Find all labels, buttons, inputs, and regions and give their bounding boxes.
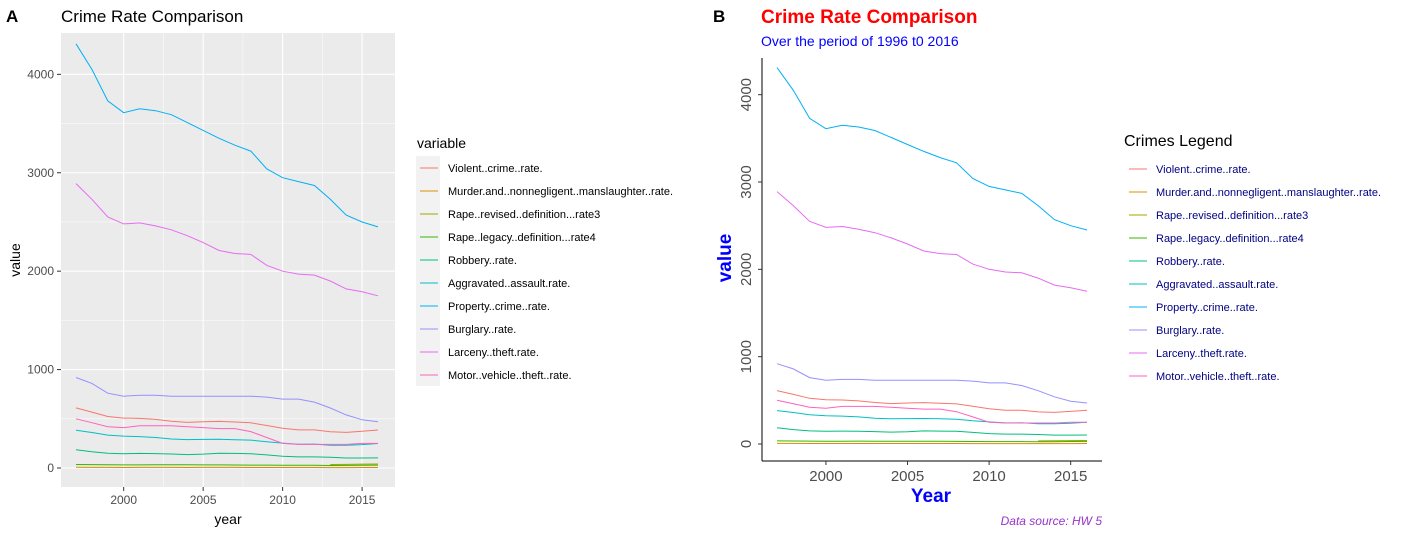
legend-label: Larceny..theft.rate. bbox=[1156, 348, 1247, 360]
legend-label: Rape..revised..definition...rate3 bbox=[1156, 210, 1308, 222]
panel-a-gridlines bbox=[61, 33, 395, 487]
legend-label: Burglary..rate. bbox=[448, 324, 516, 336]
panel-a-axes: 0 1000 2000 3000 4000 2000 2005 2010 2015 bbox=[27, 67, 375, 507]
panel-a-x-axis-label: year bbox=[214, 511, 242, 527]
legend-label: Rape..legacy..definition...rate4 bbox=[1156, 233, 1304, 245]
y-tick-label: 2000 bbox=[27, 264, 54, 278]
series-line-property-crime-rate bbox=[776, 67, 1088, 231]
panel-b-series-lines bbox=[776, 67, 1088, 445]
series-line-larceny-theft-rate bbox=[75, 183, 379, 297]
panel-b-y-axis-label: value bbox=[715, 234, 736, 283]
x-tick-label: 2000 bbox=[110, 493, 137, 507]
series-line-motor-vehicle-theft-rate bbox=[776, 399, 1087, 424]
panel-b-subtitle: Over the period of 1996 t0 2016 bbox=[761, 33, 959, 49]
legend-label: Property..crime..rate. bbox=[448, 301, 550, 313]
legend-label: Violent..crime..rate. bbox=[448, 163, 543, 175]
x-tick-label: 2015 bbox=[1054, 468, 1087, 485]
panel-b-caption: Data source: HW 5 bbox=[1001, 514, 1103, 528]
y-tick-label: 4000 bbox=[738, 78, 755, 111]
y-tick-label: 3000 bbox=[738, 165, 755, 198]
x-tick-label: 2015 bbox=[349, 493, 376, 507]
y-tick-label: 1000 bbox=[27, 363, 54, 377]
legend-label: Rape..legacy..definition...rate4 bbox=[448, 232, 596, 244]
series-line-larceny-theft-rate bbox=[776, 191, 1088, 292]
panel-b-legend-entries: Violent..crime..rate. Murder.and..nonnegl… bbox=[1129, 164, 1381, 383]
y-tick-label: 3000 bbox=[27, 166, 54, 180]
series-line-aggravated-assault-rate bbox=[75, 429, 379, 446]
legend-label: Property..crime..rate. bbox=[1156, 302, 1258, 314]
series-line-burglary-rate bbox=[75, 377, 379, 423]
x-tick-label: 2005 bbox=[190, 493, 217, 507]
panel-b-title: Crime Rate Comparison bbox=[761, 7, 977, 28]
panel-a-title: Crime Rate Comparison bbox=[61, 7, 243, 26]
panel-a: A Crime Rate Comparison 0 1000 2000 3000 400… bbox=[6, 7, 673, 527]
series-line-property-crime-rate bbox=[75, 43, 379, 228]
series-line-motor-vehicle-theft-rate bbox=[75, 418, 378, 445]
y-tick-label: 0 bbox=[738, 440, 755, 448]
x-tick-label: 2000 bbox=[809, 468, 842, 485]
series-line-violent-crime-rate bbox=[776, 390, 1088, 413]
series-line-rape-legacy-definition-rate4 bbox=[776, 440, 1088, 443]
series-line-burglary-rate bbox=[776, 363, 1088, 404]
legend-label: Murder.and..nonnegligent..manslaughter..… bbox=[448, 186, 673, 198]
series-line-rape-revised-definition-rate3 bbox=[330, 463, 379, 465]
legend-label: Robbery..rate. bbox=[448, 255, 517, 267]
panel-b: B Crime Rate Comparison Over the period … bbox=[713, 7, 1381, 528]
legend-label: Larceny..theft.rate. bbox=[448, 347, 539, 359]
y-tick-label: 0 bbox=[47, 461, 54, 475]
legend-label: Violent..crime..rate. bbox=[1156, 164, 1251, 176]
legend-label: Murder.and..nonnegligent..manslaughter..… bbox=[1156, 187, 1381, 199]
x-tick-label: 2005 bbox=[891, 468, 924, 485]
legend-label: Robbery..rate. bbox=[1156, 256, 1225, 268]
series-line-violent-crime-rate bbox=[75, 407, 379, 433]
legend-label: Aggravated..assault.rate. bbox=[448, 278, 570, 290]
x-tick-label: 2010 bbox=[269, 493, 296, 507]
y-tick-label: 4000 bbox=[27, 67, 54, 81]
panel-a-plot-background bbox=[61, 33, 395, 487]
series-line-robbery-rate bbox=[776, 427, 1088, 436]
legend-label: Burglary..rate. bbox=[1156, 325, 1224, 337]
series-line-rape-legacy-definition-rate4 bbox=[75, 464, 379, 467]
legend-label: Motor..vehicle..theft..rate. bbox=[448, 370, 572, 382]
legend-label: Motor..vehicle..theft..rate. bbox=[1156, 371, 1280, 383]
panel-b-axes: 0 1000 2000 3000 4000 2000 2005 2010 2015 bbox=[738, 58, 1102, 485]
panel-a-legend-title: variable bbox=[417, 135, 466, 151]
panel-b-tag: B bbox=[713, 7, 725, 26]
series-line-aggravated-assault-rate bbox=[776, 410, 1088, 425]
legend-label: Aggravated..assault.rate. bbox=[1156, 279, 1278, 291]
panel-a-y-axis-label: value bbox=[7, 243, 23, 277]
series-line-robbery-rate bbox=[75, 449, 379, 459]
panel-a-legend-entries: Violent..crime..rate. Murder.and..nonnegl… bbox=[420, 163, 673, 382]
panel-b-legend: Crimes Legend Violent..crime..rate. Murde… bbox=[1124, 133, 1381, 383]
panel-a-legend: variable Violent..crime..rate. Murder.and… bbox=[416, 135, 673, 386]
panel-a-legend-key-background bbox=[416, 156, 440, 386]
panel-a-series-lines bbox=[75, 43, 379, 469]
panel-b-x-axis-label: Year bbox=[911, 486, 952, 507]
panel-b-legend-title: Crimes Legend bbox=[1124, 133, 1233, 150]
y-tick-label: 2000 bbox=[738, 253, 755, 286]
legend-label: Rape..revised..definition...rate3 bbox=[448, 209, 600, 221]
y-tick-label: 1000 bbox=[738, 340, 755, 373]
x-tick-label: 2010 bbox=[972, 468, 1005, 485]
panel-a-tag: A bbox=[6, 7, 18, 26]
